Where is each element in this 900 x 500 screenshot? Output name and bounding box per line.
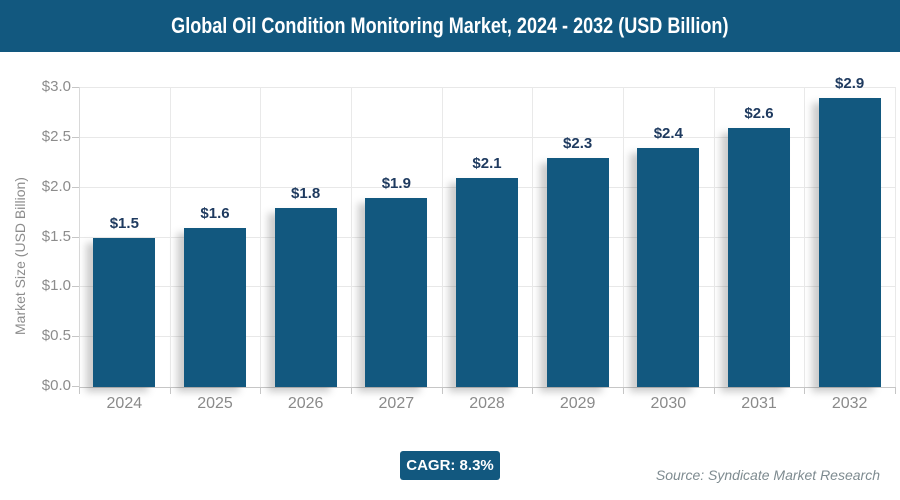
x-axis-tick xyxy=(713,388,715,394)
bar-2030 xyxy=(637,147,700,387)
bar-2032 xyxy=(818,97,881,387)
chart-title-bar: Global Oil Condition Monitoring Market, … xyxy=(0,0,900,52)
bar-value-label: $1.6 xyxy=(200,204,230,222)
bar-value-label: $2.6 xyxy=(744,104,774,122)
x-tick-label: 2031 xyxy=(741,395,777,412)
x-tick-label: 2025 xyxy=(197,395,233,412)
y-tick-label: $0.0 xyxy=(41,377,71,394)
bar-2031 xyxy=(728,127,790,387)
y-tick-label: $0.5 xyxy=(41,327,71,345)
bar-2028 xyxy=(456,177,518,387)
y-axis-tick xyxy=(72,386,79,387)
x-tick-label: 2024 xyxy=(106,395,143,412)
v-gridline xyxy=(713,87,715,387)
x-axis-tick xyxy=(441,388,443,394)
bar-value-label: $1.8 xyxy=(291,184,321,202)
x-axis-tick xyxy=(895,388,896,394)
x-axis-tick xyxy=(169,388,171,394)
x-tick-label: 2027 xyxy=(378,395,415,412)
source-note: Source: Syndicate Market Research xyxy=(655,467,880,483)
bar-2024 xyxy=(93,237,156,387)
x-axis-tick xyxy=(79,388,80,394)
x-tick-label: 2032 xyxy=(831,395,868,412)
x-tick-label: 2029 xyxy=(559,395,596,412)
v-gridline xyxy=(260,87,262,387)
bar-2025 xyxy=(184,227,246,387)
v-gridline xyxy=(895,87,896,387)
bar-value-label: $1.5 xyxy=(109,214,139,232)
x-axis-tick xyxy=(260,388,262,394)
y-axis-tick xyxy=(72,236,79,238)
x-axis-tick xyxy=(804,388,806,394)
h-gridline xyxy=(79,87,896,88)
v-gridline xyxy=(532,87,534,387)
y-tick-label: $2.0 xyxy=(41,177,71,195)
y-axis-tick xyxy=(72,186,79,188)
v-gridline xyxy=(804,87,806,387)
y-tick-label: $1.0 xyxy=(41,277,71,295)
x-tick-label: 2026 xyxy=(287,395,324,412)
plot-area xyxy=(79,87,896,388)
bar-value-label: $2.4 xyxy=(653,124,683,142)
v-gridline xyxy=(623,87,624,387)
bar-value-label: $2.3 xyxy=(563,134,593,152)
bar-value-label: $1.9 xyxy=(381,174,411,192)
x-axis-tick xyxy=(532,388,534,394)
x-tick-label: 2030 xyxy=(650,395,687,412)
y-tick-label: $2.5 xyxy=(41,127,71,145)
v-gridline xyxy=(169,87,171,387)
x-tick-label: 2028 xyxy=(469,395,505,412)
chart-title: Global Oil Condition Monitoring Market, … xyxy=(171,13,729,38)
y-axis-tick xyxy=(72,87,79,88)
bar-2029 xyxy=(546,157,609,387)
y-tick-label: $3.0 xyxy=(41,78,71,95)
v-gridline xyxy=(441,87,443,387)
y-tick-label: $1.5 xyxy=(41,227,71,245)
y-axis-line xyxy=(79,87,80,387)
y-axis-tick xyxy=(72,286,79,288)
y-axis-tick xyxy=(72,336,79,338)
bar-value-label: $2.9 xyxy=(835,74,865,92)
cagr-badge: CAGR: 8.3% xyxy=(400,451,500,480)
y-axis-tick xyxy=(72,136,79,138)
bar-2027 xyxy=(365,197,428,387)
bar-value-label: $2.1 xyxy=(472,154,502,172)
x-axis-tick xyxy=(623,388,624,394)
v-gridline xyxy=(351,87,352,387)
bar-2026 xyxy=(274,207,337,387)
h-gridline xyxy=(79,136,896,138)
x-axis-tick xyxy=(351,388,352,394)
